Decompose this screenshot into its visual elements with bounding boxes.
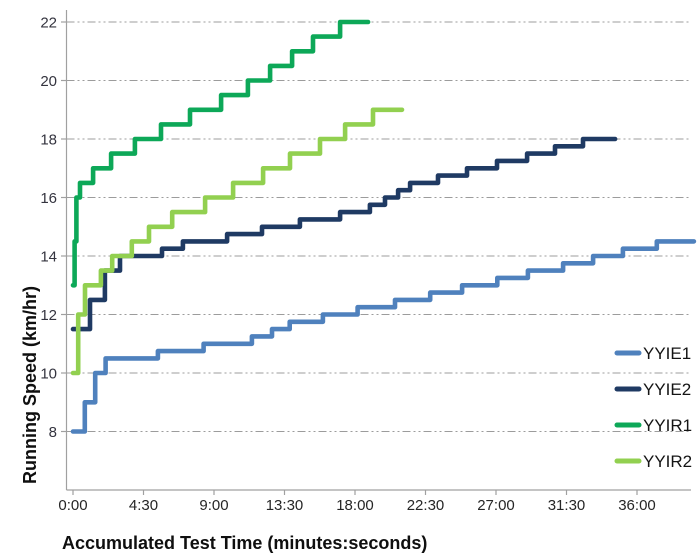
x-tick-label: 4:30 xyxy=(129,497,158,514)
x-tick-label: 22:30 xyxy=(407,497,445,514)
x-tick-label: 18:00 xyxy=(336,497,374,514)
x-tick-label: 13:30 xyxy=(266,497,304,514)
y-tick-label: 8 xyxy=(49,424,57,441)
legend-label: YYIE1 xyxy=(643,344,691,363)
legend-item-yyir2: YYIR2 xyxy=(614,452,692,471)
y-tick-label: 12 xyxy=(40,307,57,324)
x-tick-label: 27:00 xyxy=(477,497,515,514)
y-tick-label: 14 xyxy=(40,249,57,266)
legend: YYIE1 YYIE2 YYIR1 YYIR2 xyxy=(614,344,692,471)
legend-item-yyie2: YYIE2 xyxy=(614,380,691,399)
legend-label: YYIR1 xyxy=(643,416,692,435)
series-line-yyie2 xyxy=(70,136,618,332)
y-tick-label: 18 xyxy=(40,132,57,149)
series-line-yyir2 xyxy=(70,107,405,376)
y-tick-label: 22 xyxy=(40,15,57,32)
y-tick-label: 20 xyxy=(40,73,57,90)
axes xyxy=(61,10,691,495)
y-tick-labels: 8 10 12 14 16 18 20 22 xyxy=(40,15,57,442)
x-tick-labels: 0:00 4:30 9:00 13:30 18:00 22:30 27:00 31:30 36:… xyxy=(58,497,655,514)
x-tick-label: 0:00 xyxy=(58,497,87,514)
legend-label: YYIE2 xyxy=(643,380,691,399)
x-tick-label: 31:30 xyxy=(548,497,586,514)
x-tick-label: 9:00 xyxy=(199,497,228,514)
series-line-yyir1 xyxy=(70,19,371,288)
y-tick-label: 10 xyxy=(40,366,57,383)
legend-label: YYIR2 xyxy=(643,452,692,471)
series-lines xyxy=(70,19,697,434)
x-axis-title: Accumulated Test Time (minutes:seconds) xyxy=(62,533,427,553)
legend-item-yyir1: YYIR1 xyxy=(614,416,692,435)
y-axis-title: Running Speed (km/hr) xyxy=(20,286,40,484)
series-line-yyie1 xyxy=(70,239,697,434)
legend-item-yyie1: YYIE1 xyxy=(614,344,691,363)
x-tick-label: 36:00 xyxy=(618,497,656,514)
y-tick-label: 16 xyxy=(40,190,57,207)
